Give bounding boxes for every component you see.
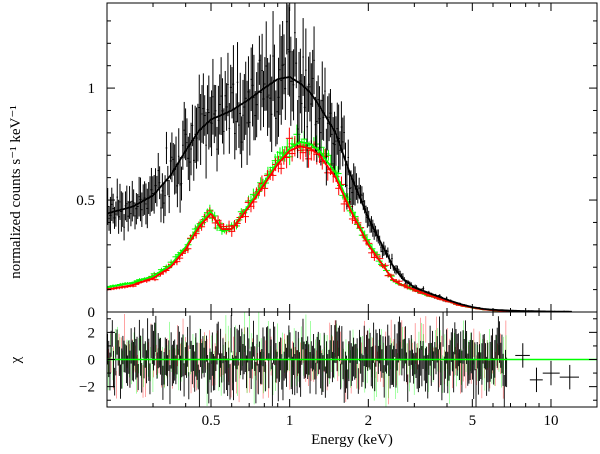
residuals-y-axis-label: χ — [8, 356, 24, 364]
tick-labels: 0.5 1 2 5 10 0 0.5 1 −2 0 2 — [76, 81, 558, 429]
spectrum-data-layer — [107, 3, 572, 312]
spectrum-y-axis-label: normalized counts s⁻¹ keV⁻¹ — [8, 105, 24, 279]
model-line-1 — [107, 145, 511, 312]
residuals-y-tick-label: 0 — [88, 353, 96, 369]
spectrum-y-tick-label: 1 — [88, 81, 96, 97]
x-tick-label: 5 — [469, 413, 477, 429]
data-errorbars-2 — [107, 124, 521, 312]
residual-errorbars-2 — [107, 312, 507, 407]
residuals-data-layer — [107, 312, 597, 407]
data-errorbars-0 — [107, 3, 572, 312]
x-tick-label: 1 — [286, 413, 294, 429]
x-axis-label: Energy (keV) — [311, 432, 393, 448]
axis-ticks — [106, 3, 597, 407]
spectrum-y-tick-label: 0.5 — [76, 193, 95, 209]
spectrum-y-tick-label: 0 — [88, 305, 96, 321]
residuals-y-tick-label: 2 — [88, 325, 96, 341]
residual-outliers — [515, 343, 579, 393]
data-errorbars-1 — [107, 127, 521, 312]
x-tick-label: 2 — [365, 413, 373, 429]
model-line-0 — [107, 76, 572, 312]
x-tick-label: 10 — [543, 413, 558, 429]
x-tick-label: 0.5 — [202, 413, 221, 429]
residuals-y-tick-label: −2 — [79, 380, 95, 396]
